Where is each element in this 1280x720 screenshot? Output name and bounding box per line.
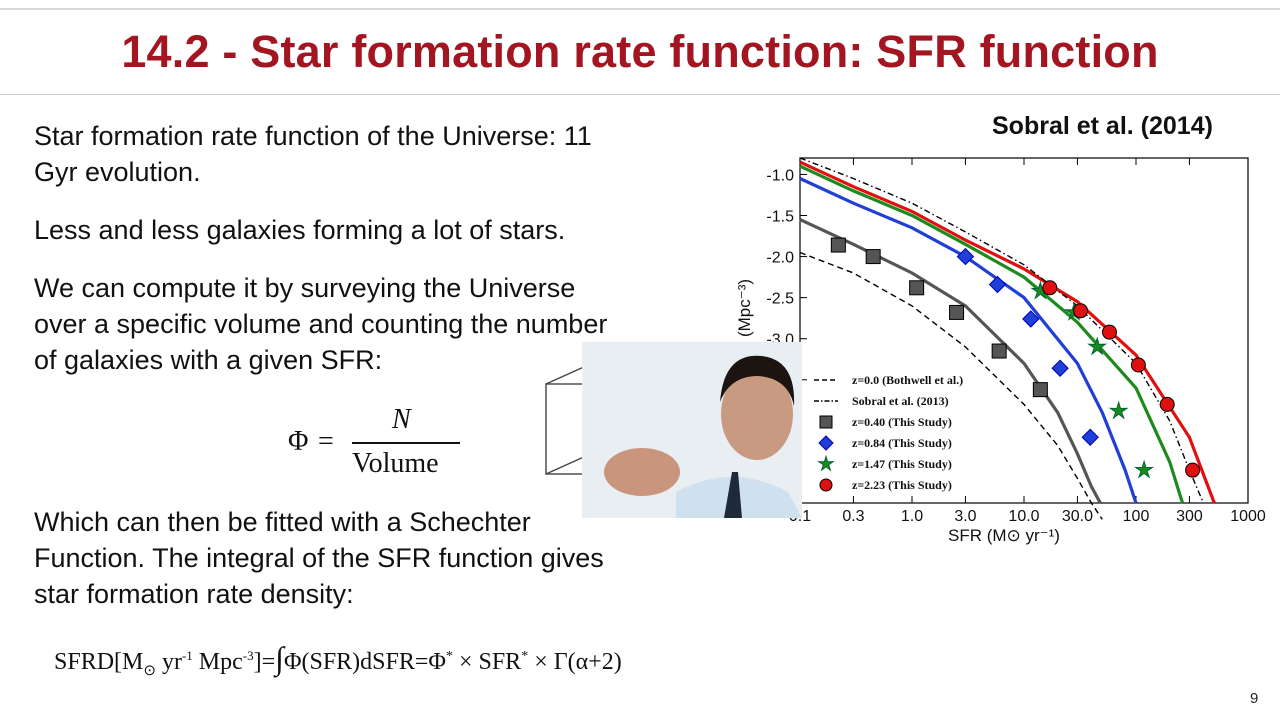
fit-curve: [799, 164, 1185, 504]
data-point-diamond: [1022, 310, 1040, 328]
legend-label: z=2.23 (This Study): [852, 478, 952, 492]
text-line: star formation rate density:: [34, 579, 354, 609]
fit-curve: [799, 160, 1216, 504]
phi-formula: Φ = N Volume: [288, 404, 468, 484]
hair: [720, 355, 795, 406]
data-point-circle: [1073, 303, 1089, 319]
presenter-video: [582, 342, 802, 518]
data-point-square: [865, 249, 881, 265]
data-point-circle: [819, 478, 833, 492]
equals-sign: =: [318, 426, 334, 457]
legend-label: z=1.47 (This Study): [852, 457, 952, 471]
y-axis-label: (Mpc⁻³): [735, 279, 754, 337]
numerator: N: [392, 404, 411, 435]
y-tick-label: -1.5: [766, 209, 794, 226]
cube-edge: [545, 455, 587, 475]
phi-star: *: [445, 649, 453, 664]
text-line: Less and less galaxies forming a lot of …: [34, 215, 566, 245]
paragraph-less: Less and less galaxies forming a lot of …: [34, 212, 565, 248]
text-line: over a specific volume and counting the …: [34, 309, 608, 339]
sfrd-yr: yr: [155, 649, 182, 675]
fraction-bar: [352, 442, 460, 444]
data-point-diamond: [956, 247, 975, 266]
fit-curve: [799, 177, 1138, 504]
tie: [724, 472, 742, 518]
x-tick-label: 10.0: [1008, 508, 1039, 525]
sfrd-times1: × SFR: [452, 649, 522, 675]
phi-symbol: Φ: [288, 426, 309, 457]
hands: [604, 448, 680, 496]
data-point-square: [991, 343, 1007, 359]
data-point-diamond: [1051, 359, 1069, 377]
data-point-circle: [1159, 396, 1175, 412]
sfrd-inv: -1: [181, 648, 193, 663]
title-bar: [0, 10, 1280, 95]
x-tick-label: 0.3: [842, 508, 864, 525]
text-line: Star formation rate function of the Univ…: [34, 121, 592, 151]
text-line: of galaxies with a given SFR:: [34, 345, 383, 375]
legend-label: z=0.40 (This Study): [852, 415, 952, 429]
legend-label: Sobral et al. (2013): [852, 394, 949, 408]
legend-label: z=0.0 (Bothwell et al.): [852, 373, 963, 387]
paragraph-intro: Star formation rate function of the Univ…: [34, 118, 592, 190]
x-tick-label: 300: [1176, 508, 1203, 525]
data-point-square: [949, 304, 965, 320]
cube-edge: [545, 365, 587, 385]
data-point-square: [819, 415, 833, 429]
x-tick-label: 1000: [1230, 508, 1266, 525]
data-point-star: [1108, 400, 1129, 420]
page-number: 9: [1250, 690, 1259, 707]
data-point-star: [1087, 336, 1108, 356]
y-tick-label: -2.5: [766, 291, 794, 308]
top-rule: [0, 8, 1280, 10]
sfrd-inv3: -3: [242, 648, 254, 663]
sfrd-formula: SFRD[M⊙ yr-1 Mpc-3]=∫Φ(SFR)dSFR=Φ* × SFR…: [54, 640, 622, 680]
integral-sign: ∫: [275, 640, 284, 676]
y-tick-label: -2.0: [766, 250, 794, 267]
data-point-star: [817, 454, 835, 472]
text-line: Which can then be fitted with a Schechte…: [34, 507, 531, 537]
x-axis-label: SFR (M⊙ yr⁻¹): [948, 526, 1060, 545]
series-line: [799, 157, 1205, 504]
data-point-star: [1134, 459, 1155, 479]
sfrd-lhs: SFRD[M: [54, 649, 144, 675]
data-point-square: [830, 237, 846, 253]
text-line: Gyr evolution.: [34, 157, 201, 187]
data-point-square: [909, 280, 925, 296]
x-tick-label: 1.0: [901, 508, 923, 525]
face: [721, 368, 793, 460]
y-tick-label: -1.0: [766, 167, 794, 184]
data-point-square: [1032, 382, 1048, 398]
text-line: Function. The integral of the SFR functi…: [34, 543, 604, 573]
data-point-circle: [1042, 280, 1058, 296]
sfrd-body: Φ(SFR)dSFR=Φ: [283, 649, 446, 675]
sfrd-close: ]=: [253, 649, 276, 675]
sfrd-tail: × Γ(α+2): [528, 649, 622, 675]
sfrd-mpc: Mpc: [192, 649, 243, 675]
paragraph-schechter: Which can then be fitted with a Schechte…: [34, 504, 604, 612]
series-line: [799, 251, 1103, 520]
data-point-circle: [1102, 324, 1118, 340]
paragraph-survey: We can compute it by surveying the Unive…: [34, 270, 607, 378]
denominator: Volume: [352, 448, 439, 479]
data-point-diamond: [818, 435, 834, 451]
x-tick-label: 3.0: [954, 508, 976, 525]
data-point-circle: [1185, 462, 1201, 478]
x-tick-label: 30.0: [1062, 508, 1093, 525]
sun-symbol: ⊙: [143, 662, 156, 679]
legend-label: z=0.84 (This Study): [852, 436, 952, 450]
sfr-star: *: [521, 649, 529, 664]
data-point-diamond: [988, 275, 1007, 294]
data-point-circle: [1130, 357, 1146, 373]
data-point-diamond: [1081, 428, 1099, 446]
slide-title: 14.2 - Star formation rate function: SFR…: [121, 26, 1159, 77]
sfr-function-chart: 0.10.31.03.010.030.01003001000-1.0-1.5-2…: [735, 157, 1266, 545]
reference-label: Sobral et al. (2014): [992, 112, 1213, 140]
x-tick-label: 100: [1123, 508, 1150, 525]
text-line: We can compute it by surveying the Unive…: [34, 273, 576, 303]
